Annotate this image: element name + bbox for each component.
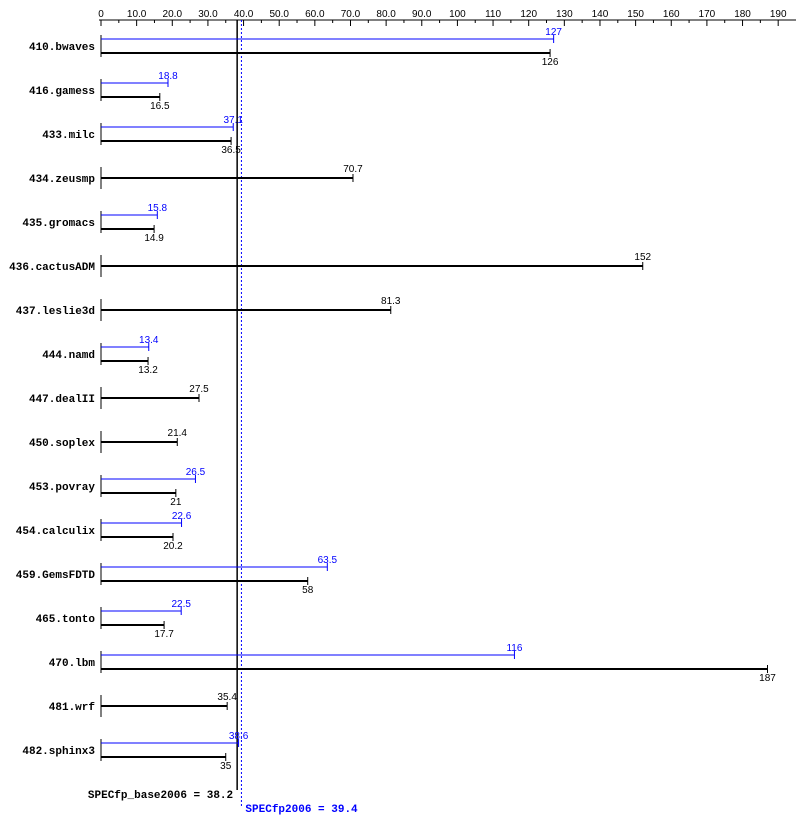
- base-value-label: 35.4: [217, 692, 237, 703]
- benchmark-label: 470.lbm: [49, 658, 96, 670]
- benchmark-label: 444.namd: [42, 350, 95, 362]
- axis-tick-label: 190: [770, 9, 787, 20]
- base-value-label: 27.5: [189, 384, 209, 395]
- ref-label-base: SPECfp_base2006 = 38.2: [88, 790, 233, 802]
- benchmark-label: 436.cactusADM: [9, 262, 95, 274]
- base-value-label: 126: [542, 57, 559, 68]
- base-value-label: 20.2: [163, 541, 183, 552]
- base-value-label: 13.2: [138, 365, 158, 376]
- base-value-label: 14.9: [144, 233, 164, 244]
- benchmark-label: 437.leslie3d: [16, 306, 95, 318]
- base-value-label: 17.7: [154, 629, 174, 640]
- peak-value-label: 15.8: [148, 203, 168, 214]
- axis-tick-label: 0: [98, 9, 104, 20]
- axis-tick-label: 140: [592, 9, 609, 20]
- peak-value-label: 18.8: [158, 71, 178, 82]
- benchmark-label: 454.calculix: [16, 526, 96, 538]
- benchmark-label: 447.dealII: [29, 394, 95, 406]
- benchmark-label: 453.povray: [29, 482, 95, 494]
- base-value-label: 152: [634, 252, 651, 263]
- axis-tick-label: 20.0: [163, 9, 183, 20]
- base-value-label: 21: [170, 497, 182, 508]
- benchmark-label: 482.sphinx3: [22, 746, 95, 758]
- benchmark-label: 416.gamess: [29, 86, 95, 98]
- base-value-label: 70.7: [343, 164, 363, 175]
- axis-tick-label: 160: [663, 9, 680, 20]
- peak-value-label: 116: [506, 643, 522, 654]
- axis-tick-label: 40.0: [234, 9, 254, 20]
- peak-value-label: 63.5: [318, 555, 338, 566]
- peak-value-label: 13.4: [139, 335, 159, 346]
- peak-value-label: 22.6: [172, 511, 192, 522]
- spec-benchmark-chart: 0 10.0 20.0 30.0 40.0 50.0 60.0 70.0 80.0 90.0 100…: [0, 0, 799, 831]
- base-value-label: 36.5: [221, 145, 241, 156]
- axis-tick-label: 30.0: [198, 9, 218, 20]
- axis-tick-label: 130: [556, 9, 573, 20]
- benchmark-label: 433.milc: [42, 130, 95, 142]
- base-value-label: 58: [302, 585, 314, 596]
- benchmark-label: 465.tonto: [36, 614, 96, 626]
- base-value-label: 21.4: [168, 428, 188, 439]
- benchmark-label: 459.GemsFDTD: [16, 570, 96, 582]
- peak-value-label: 38.6: [229, 731, 249, 742]
- axis-tick-label: 90.0: [412, 9, 432, 20]
- peak-value-label: 26.5: [186, 467, 206, 478]
- axis-tick-label: 170: [699, 9, 716, 20]
- peak-value-label: 127: [545, 27, 562, 38]
- axis-tick-label: 150: [627, 9, 644, 20]
- axis-tick-label: 100: [449, 9, 466, 20]
- base-value-label: 81.3: [381, 296, 401, 307]
- base-value-label: 187: [759, 673, 776, 684]
- benchmark-label: 481.wrf: [49, 702, 96, 714]
- peak-value-label: 37.1: [223, 115, 243, 126]
- ref-label-peak: SPECfp2006 = 39.4: [245, 804, 358, 816]
- axis-tick-label: 70.0: [341, 9, 361, 20]
- axis-tick-label: 110: [485, 9, 501, 20]
- benchmark-label: 435.gromacs: [22, 218, 95, 230]
- peak-value-label: 22.5: [171, 599, 191, 610]
- axis-tick-label: 180: [734, 9, 751, 20]
- axis-tick-label: 120: [520, 9, 537, 20]
- benchmark-label: 450.soplex: [29, 438, 95, 450]
- axis-tick-label: 60.0: [305, 9, 325, 20]
- axis-tick-label: 80.0: [376, 9, 396, 20]
- benchmark-label: 410.bwaves: [29, 42, 95, 54]
- base-value-label: 16.5: [150, 101, 170, 112]
- base-value-label: 35: [220, 761, 232, 772]
- benchmark-label: 434.zeusmp: [29, 174, 95, 186]
- axis-tick-label: 10.0: [127, 9, 147, 20]
- axis-tick-label: 50.0: [269, 9, 289, 20]
